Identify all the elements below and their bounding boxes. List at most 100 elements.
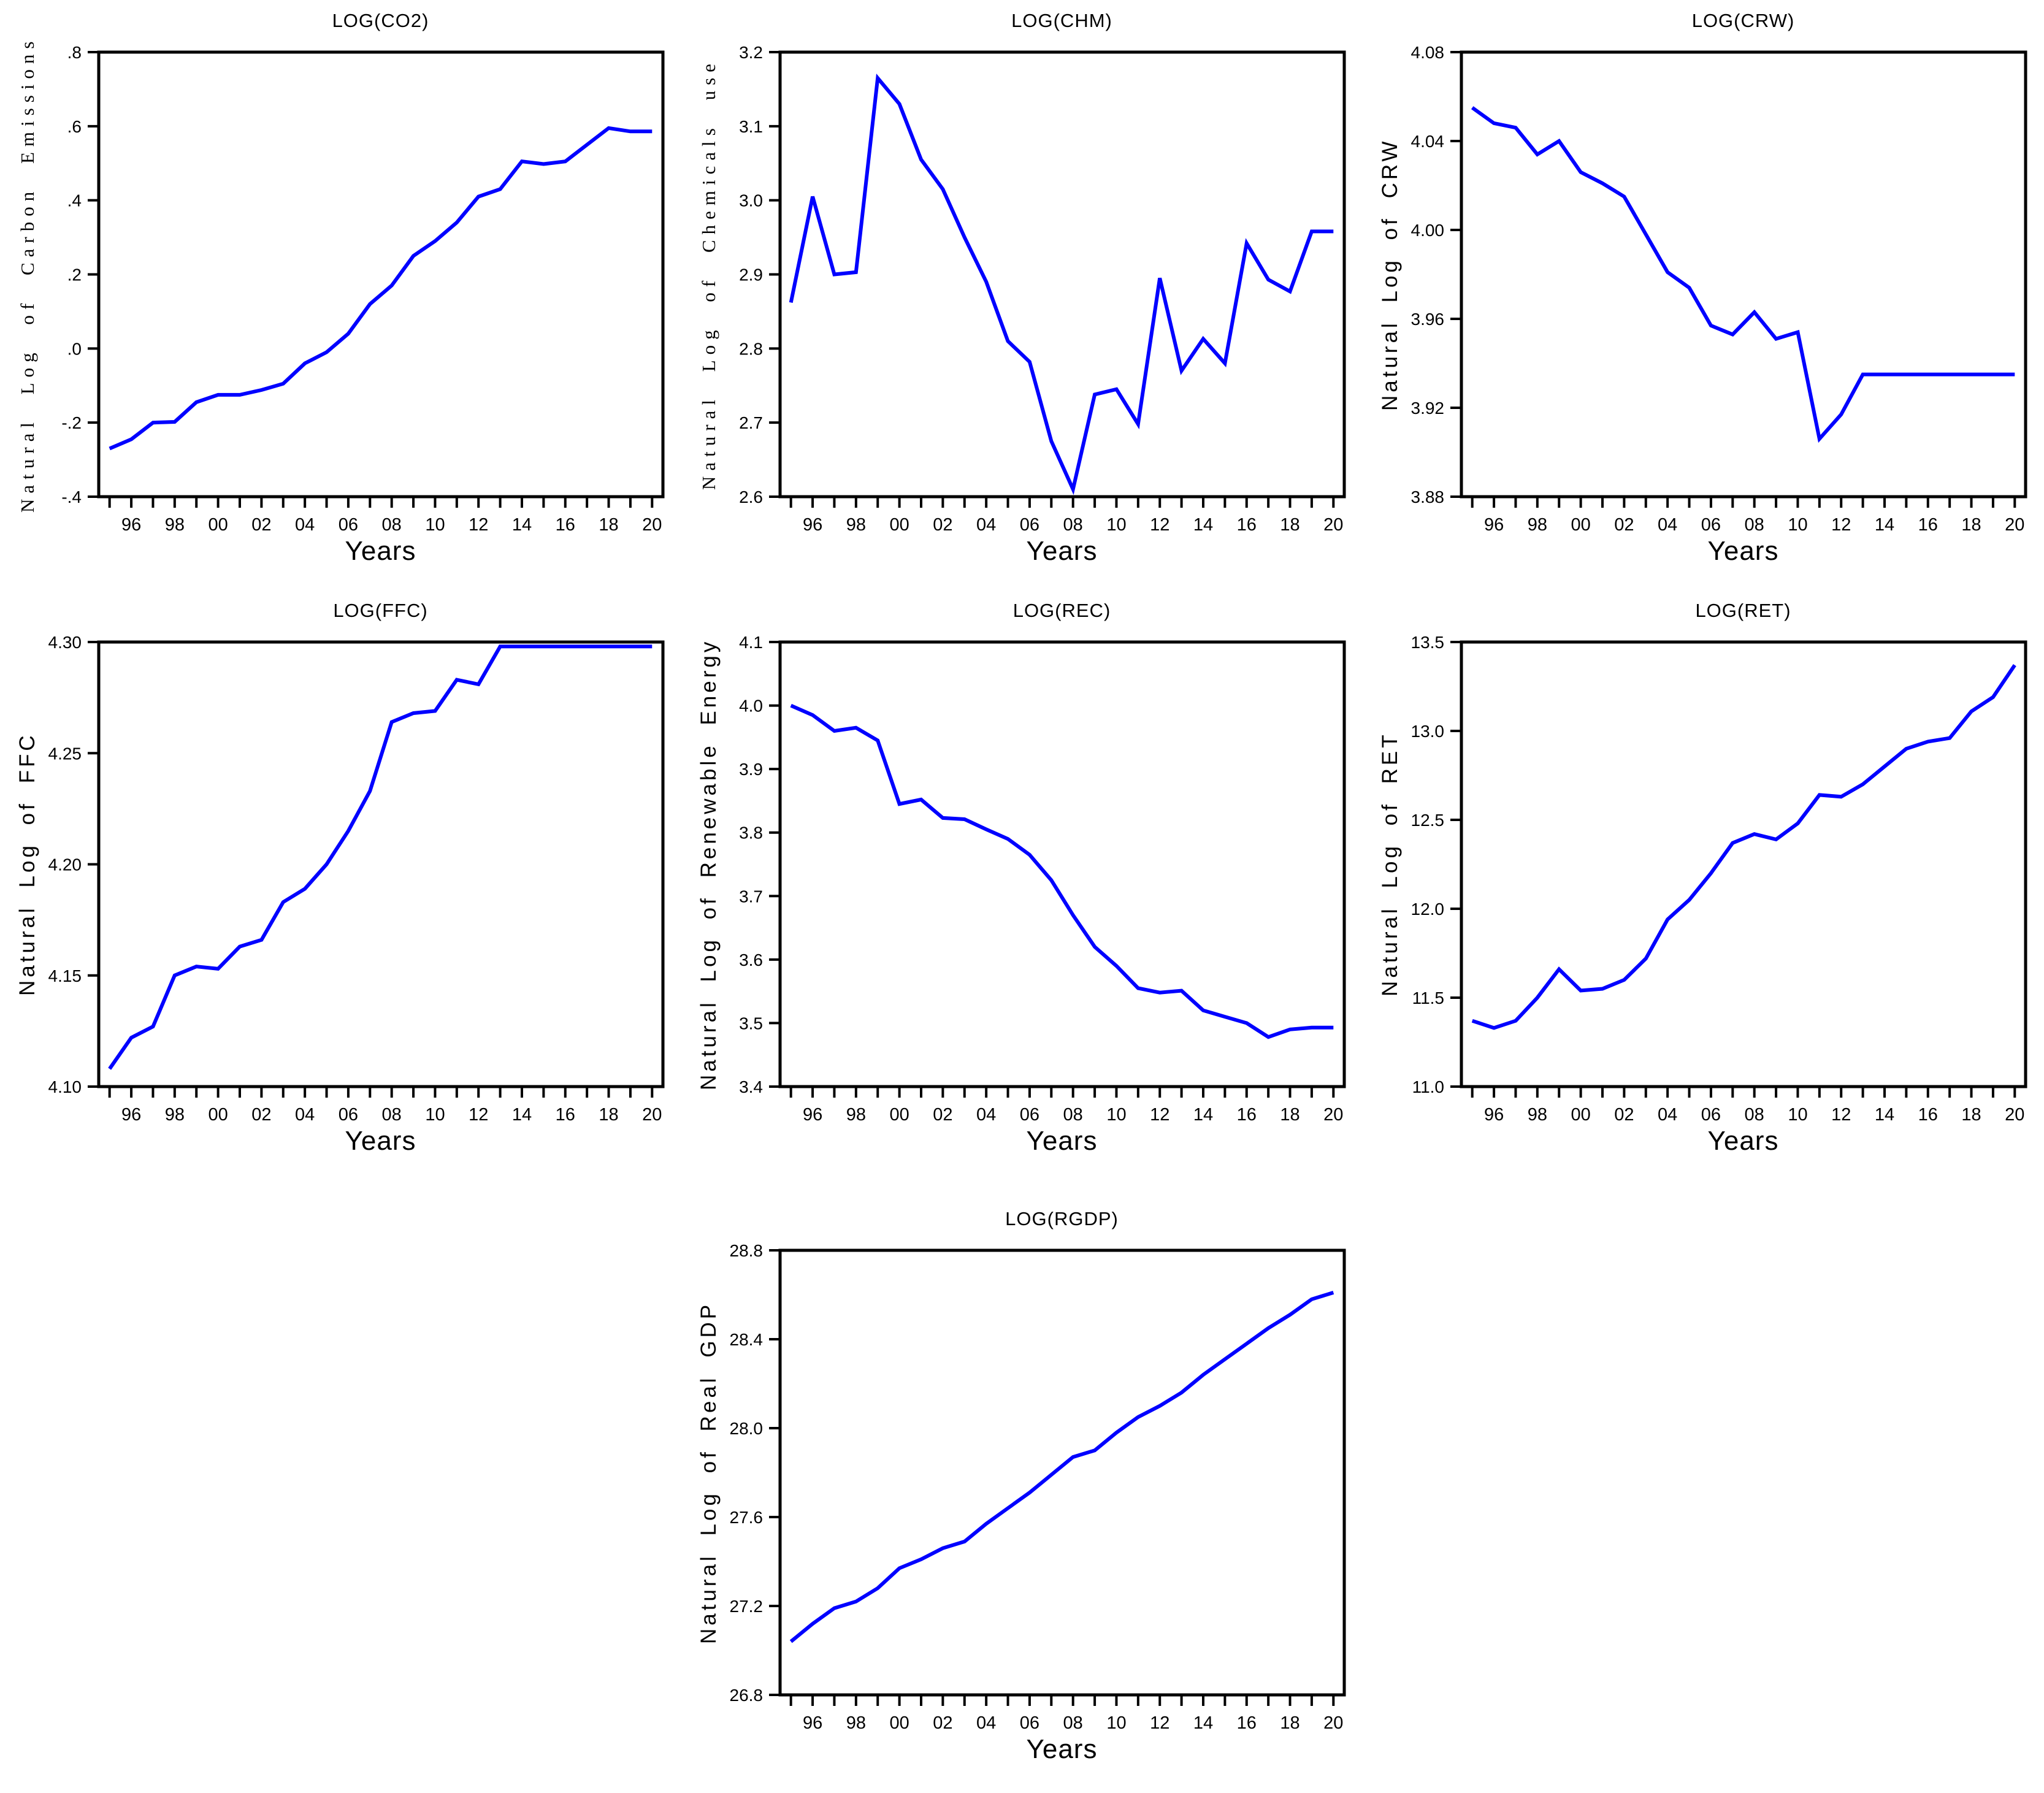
y-tick-label: 3.2: [739, 43, 763, 62]
x-tick-label: 96: [121, 1105, 140, 1125]
x-tick-label: 02: [933, 515, 952, 535]
y-axis-label: Natural Log of Chemicals use: [697, 58, 719, 491]
x-tick-label: 16: [1918, 1105, 1937, 1125]
x-tick-label: 08: [1063, 1105, 1082, 1125]
x-tick-label: 16: [1236, 1105, 1256, 1125]
y-axis-label: Natural Log of FFC: [15, 732, 39, 996]
x-tick-label: 12: [1831, 1105, 1851, 1125]
x-axis-label: Years: [345, 536, 416, 566]
plot-area: 4.08 4.04 4.00 3.96 3.92 3.88 96 98 00 02 04 06 08 10…: [1366, 0, 2041, 583]
y-tick-label: 4.00: [1411, 221, 1444, 240]
x-tick-label: 96: [802, 1713, 822, 1733]
series-line: [107, 644, 652, 1070]
y-tick-label: 12.0: [1411, 900, 1444, 919]
x-tick-label: 20: [2005, 515, 2024, 535]
x-tick-label: 06: [338, 515, 358, 535]
x-tick-label: 18: [599, 1105, 618, 1125]
chart-title: LOG(FFC): [333, 600, 428, 621]
y-axis-label: Natural Log of Carbon Emissions: [16, 36, 38, 513]
x-tick-label: 12: [1150, 1105, 1169, 1125]
x-tick-label: 20: [1323, 1105, 1343, 1125]
x-tick-label: 00: [889, 1713, 909, 1733]
y-tick-label: 27.2: [729, 1597, 763, 1616]
plot-area: 4.1 4.0 3.9 3.8 3.7 3.6 3.5 3.4 96 98 00 02 04 06 08 10…: [685, 590, 1360, 1172]
x-axis-label: Years: [1026, 1126, 1098, 1156]
y-tick-label: 3.8: [739, 824, 763, 843]
series-line: [789, 73, 1333, 495]
plot-frame: [1460, 50, 2027, 499]
y-tick-label: 11.5: [1412, 988, 1444, 1007]
y-tick-label: 2.9: [739, 266, 763, 285]
plot-frame: [778, 1248, 1345, 1697]
x-axis-label: Years: [1707, 1126, 1779, 1156]
series-line: [1471, 106, 2015, 443]
x-tick-label: 02: [933, 1105, 952, 1125]
plot-svg: 28.8 28.4 28.0 27.6 27.2 26.8 96 98 00 02 04 06 08 10…: [729, 1241, 1345, 1733]
x-tick-label: 02: [251, 515, 271, 535]
y-tick-label: 4.10: [48, 1077, 82, 1096]
x-tick-label: 98: [846, 515, 865, 535]
x-tick-label: 10: [425, 1105, 445, 1125]
x-tick-label: 98: [846, 1105, 865, 1125]
x-tick-label: 18: [1961, 1105, 1981, 1125]
plot-frame: [778, 640, 1345, 1088]
series-line: [109, 126, 652, 451]
x-tick-label: 08: [1744, 1105, 1764, 1125]
x-tick-label: 06: [1019, 1713, 1039, 1733]
y-tick-label: 26.8: [729, 1686, 763, 1705]
x-tick-label: 14: [1193, 515, 1212, 535]
y-axis-label: Natural Log of RET: [1377, 732, 1402, 997]
chart-title: LOG(CO2): [332, 10, 429, 31]
x-tick-label: 16: [1236, 515, 1256, 535]
x-tick-label: 98: [1527, 1105, 1547, 1125]
y-tick-label: .0: [67, 339, 81, 358]
chart-cell: 4.1 4.0 3.9 3.8 3.7 3.6 3.5 3.4 96 98 00 02 04 06 08 10…: [681, 590, 1363, 1180]
x-tick-label: 06: [338, 1105, 358, 1125]
y-axis-label: Natural Log of Real GDP: [696, 1301, 721, 1644]
chart-log-chm: 3.2 3.1 3.0 2.9 2.8 2.7 2.6 96 98 00 02 04 06 08 10 12 1…: [685, 0, 1360, 583]
y-tick-label: 3.4: [739, 1077, 763, 1096]
chart-log-rec: 4.1 4.0 3.9 3.8 3.7 3.6 3.5 3.4 96 98 00 02 04 06 08 10…: [685, 590, 1360, 1172]
y-tick-label: -.4: [61, 487, 82, 507]
x-tick-label: 98: [164, 515, 184, 535]
chart-log-ret: 13.5 13.0 12.5 12.0 11.5 11.0 96 98 00 02 04 06 08 10…: [1366, 590, 2041, 1172]
plot-svg: 4.1 4.0 3.9 3.8 3.7 3.6 3.5 3.4 96 98 00 02 04 06 08 10…: [739, 633, 1345, 1125]
x-tick-label: 02: [933, 1713, 952, 1733]
x-tick-label: 06: [1019, 515, 1039, 535]
y-tick-label: 4.1: [739, 633, 763, 652]
y-tick-label: 2.7: [739, 413, 763, 432]
y-tick-label: 4.04: [1411, 132, 1444, 151]
x-tick-label: 14: [511, 1105, 531, 1125]
x-tick-label: 04: [976, 1713, 996, 1733]
x-tick-label: 20: [2005, 1105, 2024, 1125]
chart-title: LOG(REC): [1012, 600, 1111, 621]
plot-frame: [778, 50, 1345, 499]
x-tick-label: 20: [1323, 515, 1343, 535]
x-tick-label: 10: [1106, 1713, 1126, 1733]
y-tick-label: 3.6: [739, 950, 763, 969]
x-tick-label: 18: [1280, 515, 1300, 535]
x-tick-label: 14: [1874, 515, 1894, 535]
y-tick-label: 3.92: [1411, 399, 1444, 418]
y-tick-label: 11.0: [1412, 1077, 1444, 1096]
y-tick-label: 4.15: [48, 966, 82, 985]
y-tick-label: 27.6: [729, 1508, 763, 1527]
plot-frame: [97, 640, 664, 1088]
y-tick-label: 3.9: [739, 760, 763, 779]
plot-svg: 3.2 3.1 3.0 2.9 2.8 2.7 2.6 96 98 00 02 04 06 08 10 12 1…: [739, 43, 1345, 535]
plot-area: 4.30 4.25 4.20 4.15 4.10 96 98 00 02 04 06 08 10 12 14…: [4, 590, 678, 1172]
x-tick-label: 20: [642, 515, 662, 535]
x-tick-label: 12: [469, 515, 488, 535]
x-tick-label: 96: [802, 515, 822, 535]
x-tick-label: 12: [1150, 1713, 1169, 1733]
x-tick-label: 04: [976, 515, 996, 535]
x-tick-label: 16: [1236, 1713, 1256, 1733]
y-tick-label: 3.88: [1411, 487, 1444, 507]
x-tick-label: 02: [1614, 1105, 1634, 1125]
x-tick-label: 04: [976, 1105, 996, 1125]
chart-title: LOG(RET): [1695, 600, 1791, 621]
x-tick-label: 00: [208, 515, 228, 535]
plot-svg: 4.30 4.25 4.20 4.15 4.10 96 98 00 02 04 06 08 10 12 14…: [48, 633, 664, 1125]
chart-cell: 4.08 4.04 4.00 3.96 3.92 3.88 96 98 00 02 04 06 08 10…: [1363, 0, 2044, 590]
